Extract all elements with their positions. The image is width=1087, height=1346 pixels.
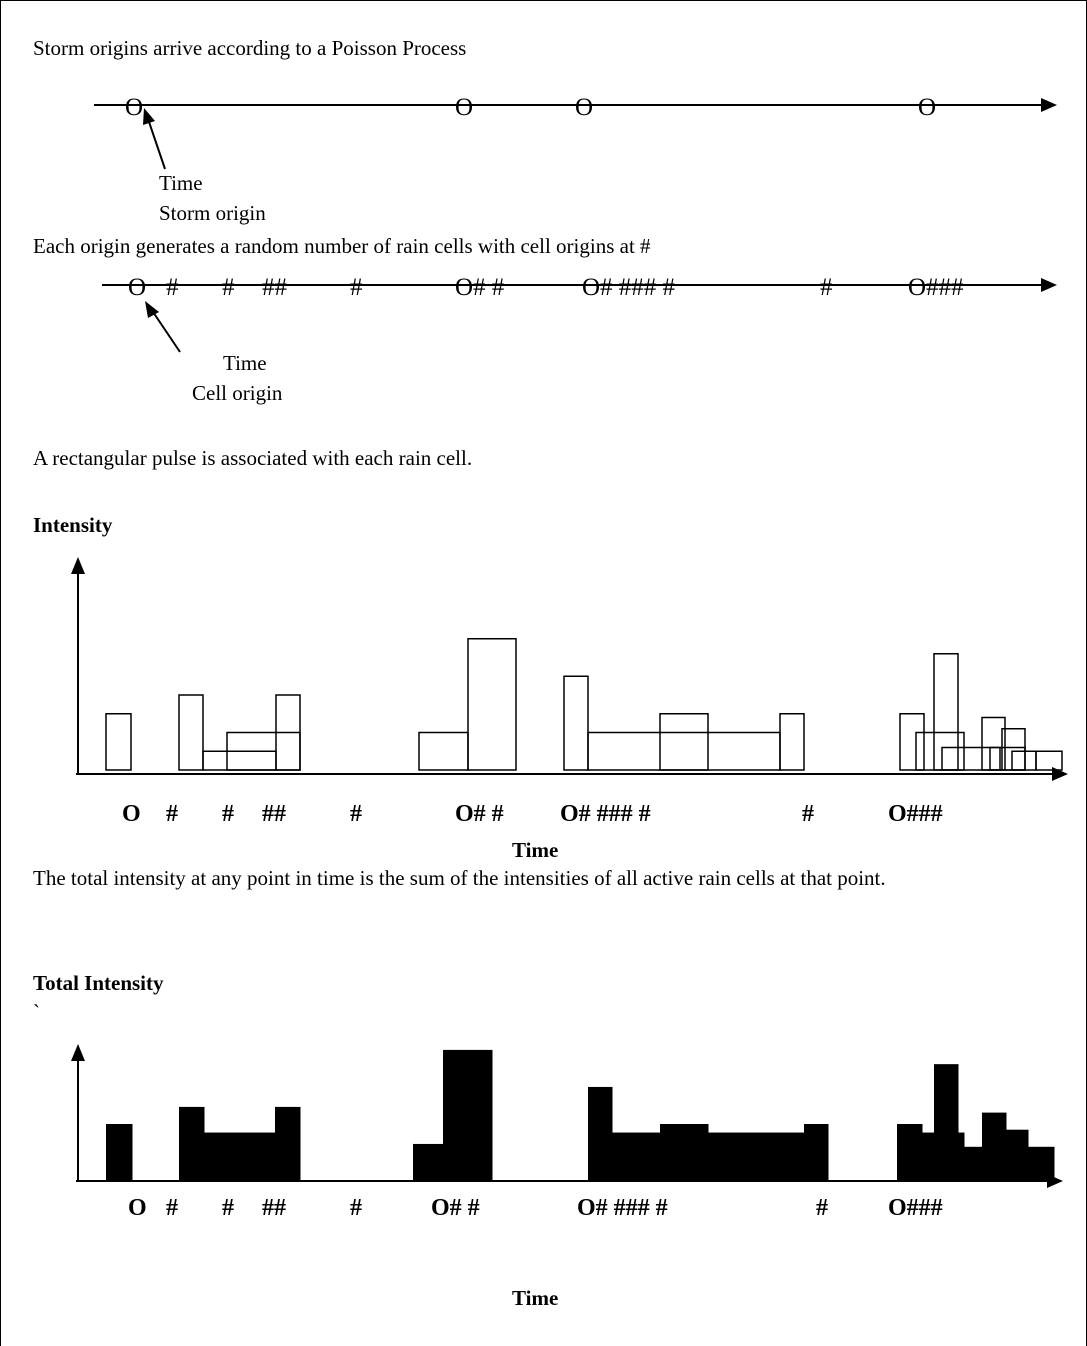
timeline-1-label-storm-origin: Storm origin bbox=[159, 201, 266, 225]
chart2-intensity-block bbox=[413, 1143, 444, 1181]
chart2-intensity-block bbox=[708, 1132, 805, 1181]
chart2-mark: O# # bbox=[431, 1195, 480, 1221]
chart2-mark: # bbox=[816, 1195, 828, 1221]
timeline-2-label-time: Time bbox=[223, 351, 267, 375]
timeline-2-mark: # bbox=[350, 274, 363, 301]
chart2-y-arrowhead bbox=[71, 1044, 85, 1061]
chart2-intensity-block bbox=[179, 1106, 205, 1181]
chart1-pulse-rect bbox=[202, 750, 277, 771]
timeline-1-arrowhead bbox=[1041, 98, 1057, 112]
chart1-mark: O# ### # bbox=[560, 801, 651, 827]
timeline-2-mark: O# # bbox=[455, 274, 505, 301]
chart2-intensity-block bbox=[1028, 1146, 1055, 1181]
chart1-title: Intensity bbox=[33, 513, 113, 537]
timeline-1-storm-origin: O bbox=[455, 94, 474, 121]
pointer-arrowhead-2 bbox=[145, 301, 159, 318]
chart2-stray-tick: ` bbox=[33, 1000, 40, 1024]
chart2-intensity-block bbox=[660, 1124, 709, 1181]
chart1-pulse-rect bbox=[779, 713, 805, 771]
chart1-pulse-rect bbox=[1011, 750, 1037, 771]
chart1-pulse-rect bbox=[941, 746, 1001, 771]
chart1-x-axis-label: Time bbox=[512, 838, 559, 862]
timeline-2-mark: # bbox=[820, 274, 833, 301]
chart2-intensity-block bbox=[1006, 1129, 1029, 1181]
timeline-2-mark: O### bbox=[908, 274, 964, 301]
chart1-mark: # bbox=[166, 801, 178, 827]
chart2-intensity-block bbox=[588, 1086, 613, 1181]
chart1-pulse-rect bbox=[563, 675, 589, 771]
chart1-pulse-rect bbox=[178, 694, 204, 771]
chart1-pulse-rect bbox=[275, 694, 301, 771]
chart2-intensity-block bbox=[204, 1132, 276, 1181]
timeline-2-mark: ## bbox=[262, 274, 287, 301]
chart2-intensity-block bbox=[804, 1124, 829, 1181]
chart1-mark: O# # bbox=[455, 801, 504, 827]
chart1-mark: O### bbox=[888, 801, 943, 827]
chart2-intensity-block bbox=[275, 1106, 301, 1181]
chart2-mark: O# ### # bbox=[577, 1195, 668, 1221]
timeline-2-mark: O bbox=[128, 274, 147, 301]
timeline-2-arrowhead bbox=[1041, 278, 1057, 292]
chart1-pulse-rect bbox=[467, 638, 517, 771]
chart2-intensity-block bbox=[958, 1132, 965, 1181]
chart2-total-intensity bbox=[106, 1049, 1055, 1181]
chart1-pulse-rect bbox=[418, 731, 469, 771]
paragraph-total-intensity: The total intensity at any point in time… bbox=[33, 866, 886, 890]
chart1-pulse-rect bbox=[659, 713, 709, 771]
paragraph-storm-origins: Storm origins arrive according to a Pois… bbox=[33, 36, 467, 60]
chart1-pulse-rect bbox=[105, 713, 132, 771]
chart1-pulse-rect bbox=[915, 731, 965, 771]
paragraph-rectangular-pulse: A rectangular pulse is associated with e… bbox=[33, 446, 473, 470]
chart1-pulse-rect bbox=[899, 713, 925, 771]
timeline-2-label-cell-origin: Cell origin bbox=[192, 381, 283, 405]
chart2-intensity-block bbox=[982, 1112, 1007, 1181]
chart1-pulses bbox=[105, 638, 1063, 771]
timeline-1-storm-origin: O bbox=[918, 94, 937, 121]
chart1-y-arrowhead bbox=[71, 557, 85, 574]
chart2-intensity-block bbox=[897, 1124, 923, 1181]
chart2-intensity-block bbox=[443, 1049, 493, 1181]
timeline-2-mark: O# ### # bbox=[582, 274, 676, 301]
chart2-x-arrowhead bbox=[1047, 1174, 1063, 1188]
chart2-mark: ## bbox=[262, 1195, 286, 1221]
chart2-intensity-block bbox=[934, 1064, 959, 1181]
chart1-pulse-rect bbox=[1035, 750, 1063, 771]
chart2-mark: O### bbox=[888, 1195, 943, 1221]
timeline-2-mark: # bbox=[166, 274, 179, 301]
chart1-x-arrowhead bbox=[1052, 767, 1068, 781]
chart2-mark: # bbox=[222, 1195, 234, 1221]
chart1-mark: ## bbox=[262, 801, 286, 827]
chart1-pulse-rect bbox=[933, 653, 959, 771]
chart2-intensity-block bbox=[106, 1124, 133, 1181]
timeline-2-mark: # bbox=[222, 274, 235, 301]
chart2-intensity-block bbox=[612, 1132, 661, 1181]
timeline-1-label-time: Time bbox=[159, 171, 203, 195]
chart1-mark: O bbox=[122, 801, 141, 827]
chart2-mark: # bbox=[166, 1195, 178, 1221]
chart2-intensity-block bbox=[964, 1146, 983, 1181]
pointer-arrowhead-1 bbox=[143, 108, 155, 125]
chart2-mark: O bbox=[128, 1195, 147, 1221]
timeline-1-storm-origin: O bbox=[125, 94, 144, 121]
paragraph-cell-origins: Each origin generates a random number of… bbox=[33, 234, 651, 258]
timeline-1-storm-origin: O bbox=[575, 94, 594, 121]
chart2-mark: # bbox=[350, 1195, 362, 1221]
chart1-mark: # bbox=[350, 801, 362, 827]
chart2-intensity-block bbox=[922, 1132, 935, 1181]
chart2-x-axis-label: Time bbox=[512, 1286, 559, 1310]
chart1-mark: # bbox=[802, 801, 814, 827]
chart1-pulse-rect bbox=[587, 731, 781, 771]
chart1-mark: # bbox=[222, 801, 234, 827]
chart2-title: Total Intensity bbox=[33, 971, 164, 995]
